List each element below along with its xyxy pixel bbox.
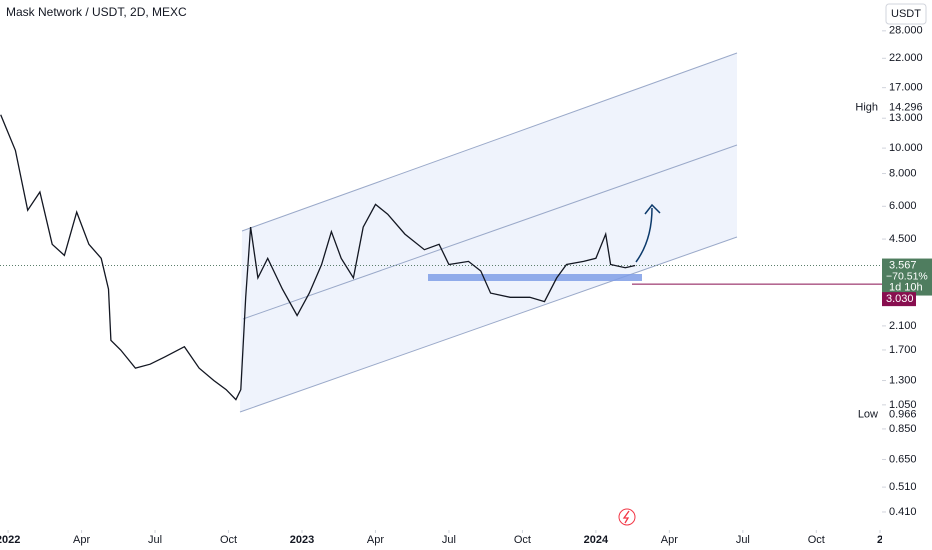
channel-middle [242, 144, 738, 320]
chart-title: Mask Network / USDT, 2D, MEXC [6, 5, 187, 19]
currency-box [885, 3, 927, 25]
y-tick-label: 4.500 [889, 233, 917, 245]
x-tick-label: 2022 [0, 534, 20, 546]
countdown: 1d 10h [889, 281, 923, 293]
y-tick-label: 2.100 [889, 320, 917, 332]
y-tick-label: 0.650 [889, 453, 917, 465]
x-tick-label: Apr [367, 534, 384, 546]
x-tick-label: 2024 [584, 534, 609, 546]
x-tick-label: 2 [877, 534, 883, 546]
y-tick-label: 13.000 [889, 112, 923, 124]
arrow [635, 207, 653, 263]
y-tick-label: 10.000 [889, 142, 923, 154]
y-tick-label: 28.000 [889, 25, 923, 37]
high-value: 14.296 [889, 101, 923, 113]
x-tick-label: Jul [736, 534, 750, 546]
x-tick-label: Oct [514, 534, 531, 546]
x-tick-label: Apr [661, 534, 678, 546]
y-tick-label: 0.510 [889, 481, 917, 493]
y-tick-label: 1.050 [889, 399, 917, 411]
x-tick-label: Oct [220, 534, 237, 546]
y-tick-label: 0.410 [889, 506, 917, 518]
y-tick-label: 1.700 [889, 344, 917, 356]
price-line [0, 114, 636, 401]
x-tick-label: Jul [442, 534, 456, 546]
channel-upper [241, 52, 738, 232]
x-tick-label: 2023 [290, 534, 314, 546]
x-tick-label: Apr [73, 534, 90, 546]
y-tick-label: 6.000 [889, 200, 917, 212]
channel-lower [239, 236, 738, 413]
change: −70.51% [886, 270, 928, 282]
x-tick-label: Jul [148, 534, 162, 546]
y-tick-label: 22.000 [889, 52, 923, 64]
high-label: High [855, 101, 878, 113]
currency: USDT [891, 8, 921, 20]
last-price-badge [882, 258, 932, 296]
x-tick-label: Oct [808, 534, 825, 546]
support-zone [428, 274, 642, 281]
y-tick-label: 8.000 [889, 167, 917, 179]
plot: 2022 Apr Jul Oct 2023 Apr Jul Oct 2024 Apr Jul Oct 2 [0, 114, 883, 546]
alert-icon[interactable] [618, 508, 636, 526]
alert-price: 3.030 [886, 293, 914, 305]
low-label: Low [858, 408, 878, 420]
last-price: 3.567 [889, 259, 917, 271]
low-value: 0.966 [889, 408, 917, 420]
y-tick-label: 17.000 [889, 82, 923, 94]
alert-badge [882, 292, 916, 307]
arrow-head [644, 203, 661, 215]
y-tick-label: 1.300 [889, 374, 917, 386]
alert-icon-bolt [622, 510, 630, 524]
axes: 28.000 22.000 17.000 13.000 10.000 8.000 6.000… [855, 25, 932, 518]
y-tick-label: 0.850 [889, 423, 917, 435]
